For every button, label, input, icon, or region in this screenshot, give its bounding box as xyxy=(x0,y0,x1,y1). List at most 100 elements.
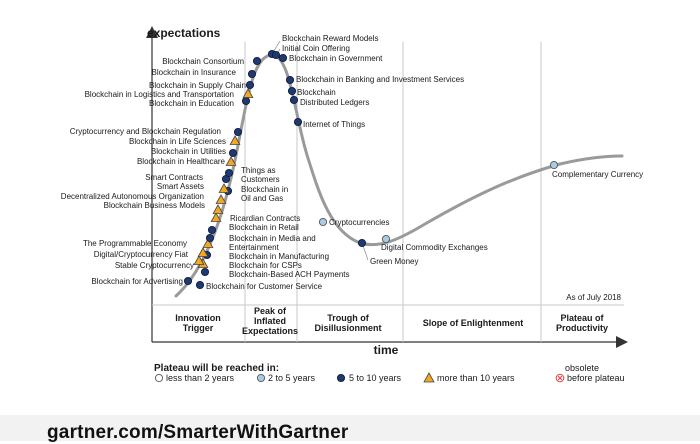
tech-label-blockchain-in-education: Blockchain in Education xyxy=(149,99,234,108)
legend-obsolete-label: before plateau xyxy=(567,373,625,383)
tech-label-green-money: Green Money xyxy=(370,257,418,266)
tech-label-blockchain-in-oil-and-gas: Oil and Gas xyxy=(241,194,283,203)
tech-label-cryptocurrencies: Cryptocurrencies xyxy=(329,218,389,227)
tech-label-stable-cryptocurrency: Stable Cryptocurrency xyxy=(115,261,194,270)
tech-label-ricardian-contracts: Ricardian Contracts xyxy=(230,214,300,223)
marker-blockchain-in-retail[interactable] xyxy=(207,225,217,235)
as-of-date: As of July 2018 xyxy=(566,293,621,302)
tech-label-smart-assets: Smart Assets xyxy=(157,182,204,191)
legend-title: Plateau will be reached in: xyxy=(154,363,279,374)
legend-lt2-icon xyxy=(154,373,164,383)
marker-blockchain-consortium[interactable] xyxy=(252,56,262,66)
tech-label-blockchain-consortium: Blockchain Consortium xyxy=(162,57,244,66)
tech-label-blockchain-in-oil-and-gas: Blockchain in xyxy=(241,185,288,194)
marker-decentralized-autonomous-organization[interactable] xyxy=(215,194,227,204)
marker-internet-of-things[interactable] xyxy=(293,117,303,127)
legend-obsolete-icon xyxy=(555,373,565,383)
marker-complementary-currency[interactable] xyxy=(549,160,559,170)
phase-label-trigger: Trigger xyxy=(183,323,214,333)
x-axis-label: time xyxy=(374,343,399,357)
tech-label-blockchain-in-life-sciences: Blockchain in Life Sciences xyxy=(129,137,226,146)
x-axis-arrow-icon xyxy=(616,336,628,348)
tech-label-blockchain-in-retail: Blockchain in Retail xyxy=(229,223,299,232)
tech-label-smart-contracts: Smart Contracts xyxy=(145,173,203,182)
tech-label-blockchain-for-advertising: Blockchain for Advertising xyxy=(91,277,183,286)
marker-blockchain-in-education[interactable] xyxy=(241,96,251,106)
marker-blockchain-in-utilities[interactable] xyxy=(228,148,238,158)
phase-label-trough: Trough of xyxy=(327,313,369,323)
marker-initial-coin-offering[interactable] xyxy=(271,50,281,60)
phase-label-peak: Expectations xyxy=(242,326,298,336)
tech-label-blockchain-for-customer-service: Blockchain for Customer Service xyxy=(206,282,323,291)
legend-5to10-label: 5 to 10 years xyxy=(349,373,402,383)
tech-label-blockchain-in-government: Blockchain in Government xyxy=(289,54,383,63)
phase-label-plateau: Plateau of xyxy=(560,313,604,323)
tech-label-cryptocurrency-and-blockchain-regulation: Cryptocurrency and Blockchain Regulation xyxy=(70,127,221,136)
tech-label-decentralized-autonomous-organization: Decentralized Autonomous Organization xyxy=(61,192,204,201)
marker-things-as-customers[interactable] xyxy=(224,168,234,178)
marker-ricardian-contracts[interactable] xyxy=(210,212,222,222)
marker-stable-cryptocurrency[interactable] xyxy=(193,255,205,265)
tech-label-the-programmable-economy: The Programmable Economy xyxy=(83,239,187,248)
tech-label-distributed-ledgers: Distributed Ledgers xyxy=(300,98,369,107)
marker-blockchain[interactable] xyxy=(287,86,297,96)
marker-blockchain-in-banking-and-investment-services[interactable] xyxy=(285,75,295,85)
marker-the-programmable-economy[interactable] xyxy=(202,238,214,248)
legend-lt2-label: less than 2 years xyxy=(166,373,235,383)
marker-blockchain-in-media-and-entertainment[interactable] xyxy=(205,233,215,243)
y-axis-label: expectations xyxy=(147,26,221,40)
y-axis-arrow-icon xyxy=(146,26,158,38)
marker-cryptocurrency-and-blockchain-regulation[interactable] xyxy=(233,127,243,137)
marker-blockchain-in-life-sciences[interactable] xyxy=(229,135,241,145)
marker-smart-assets[interactable] xyxy=(218,183,230,193)
tech-label-blockchain-in-utilities: Blockchain in Utilities xyxy=(151,147,226,156)
tech-label-digital-commodity-exchanges: Digital Commodity Exchanges xyxy=(381,243,488,252)
marker-cryptocurrencies[interactable] xyxy=(318,217,328,227)
marker-blockchain-for-advertising[interactable] xyxy=(183,276,193,286)
tech-label-blockchain-in-healthcare: Blockchain in Healthcare xyxy=(137,157,226,166)
tech-label-things-as-customers: Customers xyxy=(241,175,280,184)
legend-5to10-icon xyxy=(336,373,346,383)
marker-blockchain-in-logistics-and-transportation[interactable] xyxy=(242,88,254,98)
tech-label-blockchain-reward-models: Blockchain Reward Models xyxy=(282,34,379,43)
phase-label-trough: Disillusionment xyxy=(314,323,381,333)
tech-label-blockchain-in-supply-chain: Blockchain in Supply Chain xyxy=(149,81,246,90)
phase-label-peak: Inflated xyxy=(254,316,286,326)
hype-curve xyxy=(174,53,624,298)
legend-gt10-label: more than 10 years xyxy=(437,373,515,383)
tech-label-complementary-currency: Complementary Currency xyxy=(552,170,643,179)
tech-label-initial-coin-offering: Initial Coin Offering xyxy=(282,44,350,53)
marker-distributed-ledgers[interactable] xyxy=(289,95,299,105)
tech-label-blockchain: Blockchain xyxy=(297,88,336,97)
tech-label-digital-cryptocurrency-fiat: Digital/Cryptocurrency Fiat xyxy=(94,250,189,259)
phase-label-plateau: Productivity xyxy=(556,323,608,333)
tech-label-blockchain-in-insurance: Blockchain in Insurance xyxy=(152,68,237,77)
marker-blockchain-based-ach-payments[interactable] xyxy=(200,267,210,277)
marker-blockchain-in-supply-chain[interactable] xyxy=(245,80,255,90)
footer-band xyxy=(0,415,700,441)
marker-digital-cryptocurrency-fiat[interactable] xyxy=(197,247,209,257)
marker-green-money[interactable] xyxy=(357,238,367,248)
marker-blockchain-business-models[interactable] xyxy=(212,204,224,214)
tech-label-blockchain-in-logistics-and-transportation: Blockchain in Logistics and Transportati… xyxy=(85,90,234,99)
legend-2to5-icon xyxy=(256,373,266,383)
tech-label-things-as-customers: Things as xyxy=(241,166,276,175)
tech-label-blockchain-for-csps: Blockchain for CSPs xyxy=(229,261,302,270)
marker-blockchain-in-government[interactable] xyxy=(278,53,288,63)
marker-digital-commodity-exchanges[interactable] xyxy=(381,234,391,244)
tech-label-blockchain-in-manufacturing: Blockchain in Manufacturing xyxy=(229,252,329,261)
tech-label-blockchain-in-banking-and-investment-services: Blockchain in Banking and Investment Ser… xyxy=(296,75,464,84)
tech-label-blockchain-in-media-and-entertainment: Blockchain in Media and xyxy=(229,234,316,243)
marker-blockchain-for-customer-service[interactable] xyxy=(195,280,205,290)
marker-blockchain-in-insurance[interactable] xyxy=(247,69,257,79)
legend-2to5-label: 2 to 5 years xyxy=(268,373,316,383)
legend-gt10-icon xyxy=(423,372,435,383)
phase-label-trigger: Innovation xyxy=(175,313,221,323)
tech-label-blockchain-in-media-and-entertainment: Entertainment xyxy=(229,243,280,252)
tech-label-blockchain-business-models: Blockchain Business Models xyxy=(104,201,205,210)
footer-url[interactable]: gartner.com/SmarterWithGartner xyxy=(47,422,349,443)
phase-label-peak: Peak of xyxy=(254,306,287,316)
marker-blockchain-in-healthcare[interactable] xyxy=(225,156,237,166)
